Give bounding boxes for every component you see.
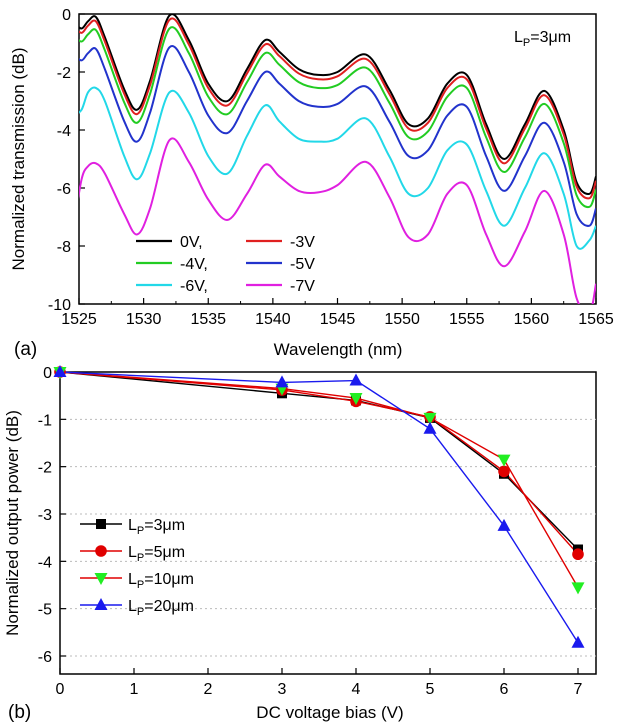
panel-b-x-tick-label: 0 [56,681,65,698]
panel-b-point [95,545,107,557]
panel-b-legend-label: LP=5μm [128,544,185,564]
panel-a-series-line [79,14,596,196]
panel-a-x-tick-label: 1555 [449,311,485,328]
panel-a-y-tick-label: -10 [48,297,71,314]
panel-a-y-tick-label: 0 [62,7,71,24]
panel-b-point [94,573,108,585]
panel-a-ticks: 1525 1530 1535 1540 1545 1550 1555 1560 1565 0 -2 -… [48,7,614,328]
panel-b-y-tick-label: 0 [43,365,52,382]
panel-a-series-group [79,14,596,304]
panel-b-y-tick-label: -2 [38,460,52,477]
panel-a-legend-label: 0V, [180,234,203,251]
annotation-main: L [514,29,523,46]
panel-b-y-tick-label: -4 [38,554,52,571]
panel-b-x-tick-label: 3 [278,681,287,698]
panel-b-x-tick-label: 5 [426,681,435,698]
panel-b-legend-label: LP=10μm [128,571,194,591]
panel-a-y-tick-label: -2 [57,65,71,82]
panel-b-y-tick-label: -3 [38,507,52,524]
panel-b-point [497,518,511,531]
panel-b-point [275,375,289,388]
panel-b-gridlines [60,418,596,657]
panel-a-y-axis-label: Normalized transmission (dB) [9,48,28,271]
panel-b-point [571,635,585,648]
panel-b-label: (b) [8,702,31,723]
panel-a-legend-label: -6V, [180,278,208,295]
panel-b-series-line [59,371,579,644]
panel-b-y-tick-label: -1 [38,412,52,429]
panel-a-x-tick-label: 1545 [320,311,356,328]
panel-b-point [349,373,363,386]
panel-b-x-tick-label: 2 [204,681,213,698]
panel-a-series-line [79,45,596,227]
panel-b-point [53,365,67,377]
panel-b-y-tick-label: -5 [38,602,52,619]
panel-b-x-tick-label: 4 [352,681,361,698]
panel-a-series-line [79,86,596,250]
panel-a-series-line [79,137,596,304]
annotation-sub: P [523,37,530,49]
panel-a-legend: 0V, -3V -4V, -5V -6V, -7V [136,234,315,295]
panel-b-series-line [59,371,579,588]
panel-a-x-tick-label: 1550 [384,311,420,328]
panel-b-plot-frame [59,371,597,675]
panel-b-point [572,548,584,561]
annotation-rest: =3μm [530,29,571,46]
panel-a-legend-label: -4V, [180,256,208,273]
panel-b-y-axis-label: Normalized output power (dB) [3,410,22,636]
panel-a-annotation: LP=3μm [514,29,571,49]
panel-b-x-tick-label: 7 [574,681,583,698]
panel-a-legend-label: -5V [290,256,315,273]
panel-b-legend-label: LP=3μm [128,517,185,537]
panel-b-x-tick-label: 6 [500,681,509,698]
panel-b-x-tick-label: 1 [130,681,139,698]
panel-a-legend-label: -3V [290,234,315,251]
panel-a-series-line [79,26,596,209]
panel-a-x-tick-label: 1525 [61,311,97,328]
panel-a-x-tick-label: 1535 [190,311,226,328]
panel-b-series-line [59,371,579,550]
panel-b-point [498,465,510,478]
panel-a-legend-label: -7V [290,278,315,295]
panel-b-series-group [53,365,585,648]
panel-b-point [497,454,511,467]
panel-b-ticks: 0 1 2 3 4 5 6 7 0 -1 -2 -3 -4 -5 -6 [38,365,583,698]
panel-b-point [96,519,106,529]
panel-a-transmission-chart: 1525 1530 1535 1540 1545 1550 1555 1560 1565 0 -2 -… [9,7,614,360]
panel-b-y-tick-label: -6 [38,649,52,666]
panel-a-y-tick-label: -6 [57,181,71,198]
panel-a-x-axis-label: Wavelength (nm) [274,340,403,359]
panel-a-y-tick-label: -4 [57,123,71,140]
panel-b-point [423,421,437,434]
panel-b-point [94,598,108,610]
panel-a-x-tick-label: 1565 [578,311,614,328]
panel-a-x-tick-label: 1530 [126,311,162,328]
panel-a-x-tick-label: 1560 [514,311,550,328]
panel-a-x-tick-label: 1540 [255,311,291,328]
panel-b-legend-label: LP=20μm [128,598,194,618]
panel-b-point [423,412,437,425]
panel-b-x-axis-label: DC voltage bias (V) [256,703,403,722]
panel-a-label: (a) [14,339,37,360]
panel-a-series-line [79,17,596,200]
panel-a-y-tick-label: -8 [57,239,71,256]
panel-b-point [349,393,363,406]
panel-b-series-line [59,371,579,555]
panel-b-legend: LP=3μm LP=5μm LP=10μm LP=20μm [80,517,194,618]
panel-b-point [571,582,585,595]
panel-b-output-power-chart: 0 1 2 3 4 5 6 7 0 -1 -2 -3 -4 -5 -6 Normalized output … [3,365,597,723]
